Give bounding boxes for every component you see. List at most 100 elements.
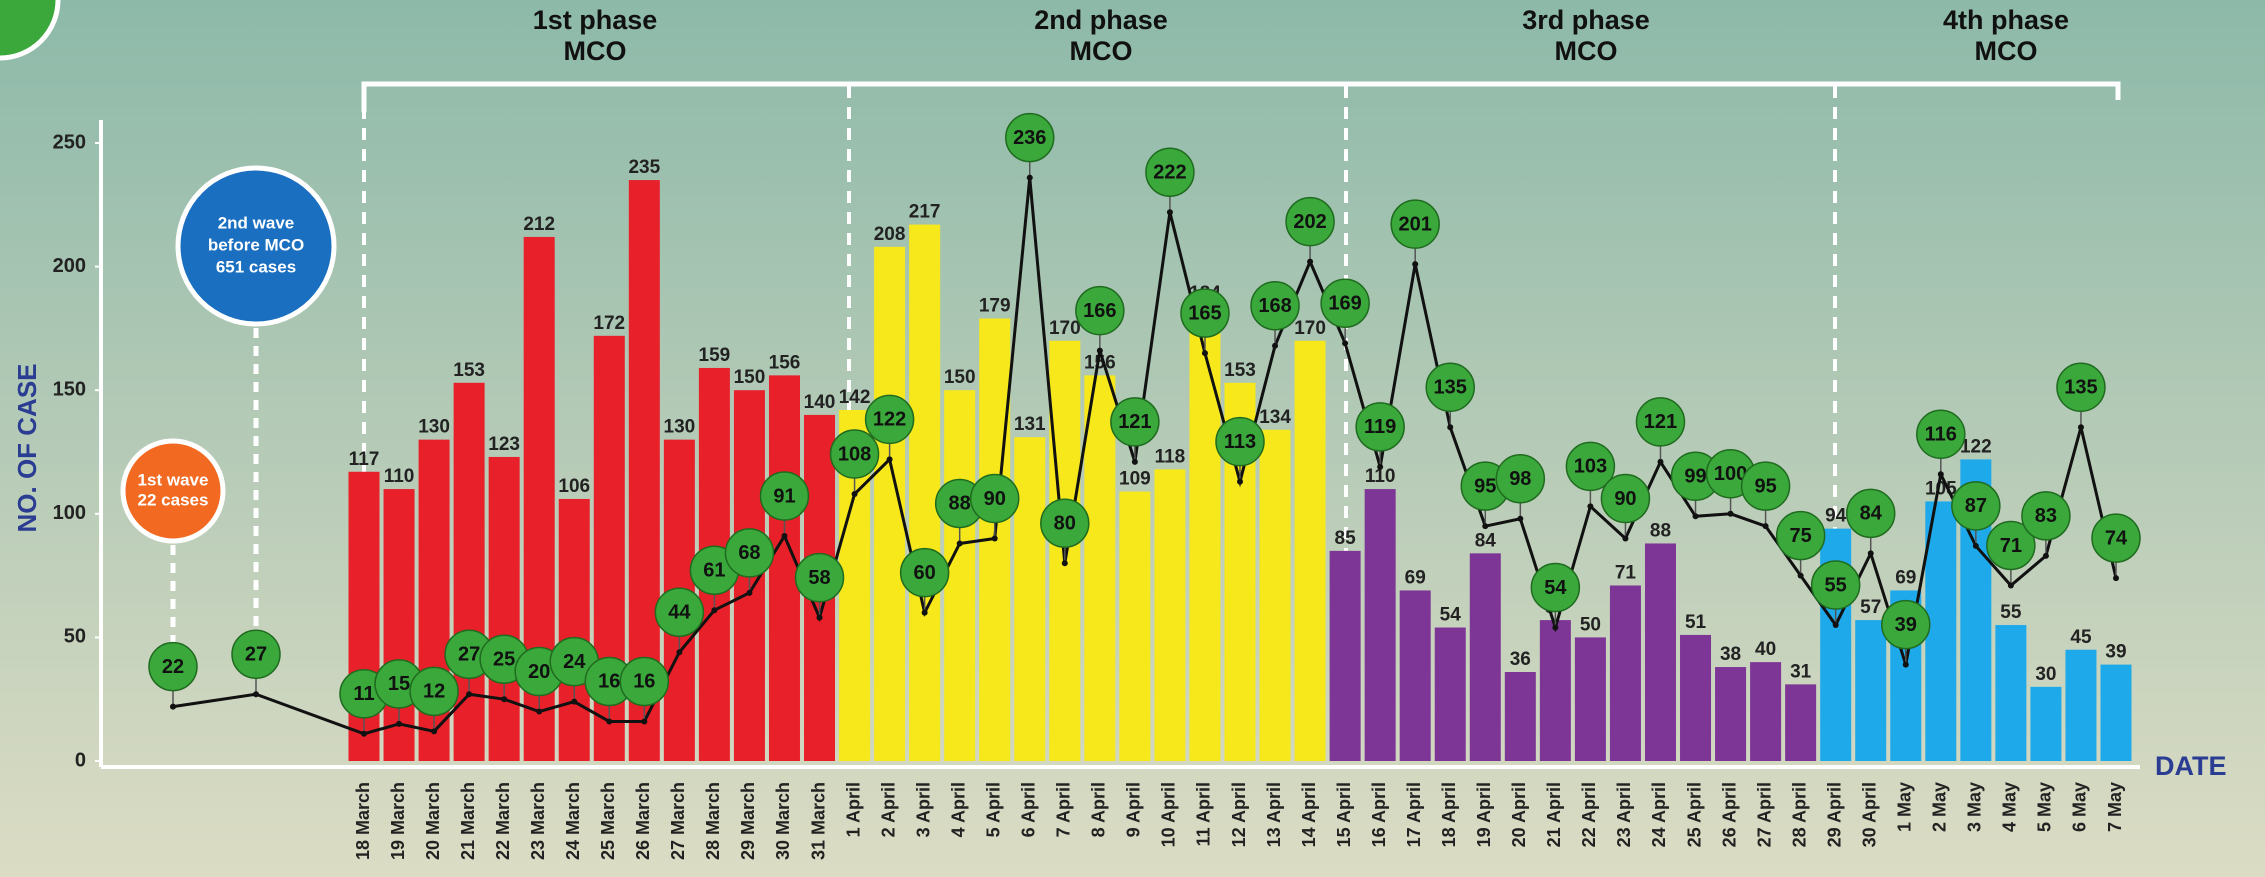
point — [361, 730, 367, 737]
value-bubble — [1005, 112, 1055, 163]
bar — [1925, 501, 1957, 761]
bar-value-label: 106 — [558, 476, 590, 497]
point — [1131, 458, 1138, 465]
x-tick-label: 7 April — [1054, 782, 1074, 837]
point — [886, 456, 893, 463]
bar — [1750, 662, 1782, 761]
phase-title: 4th phase — [1943, 5, 2069, 35]
bar — [1469, 553, 1501, 761]
point — [1061, 560, 1068, 567]
x-tick-label: 28 April — [1789, 782, 1809, 847]
point — [1692, 513, 1699, 520]
line-value-label: 169 — [1328, 293, 1361, 315]
line-value-label: 87 — [1965, 495, 1987, 517]
line-value-label: 27 — [245, 644, 267, 666]
value-bubble — [1916, 409, 1966, 459]
value-bubble — [1810, 560, 1861, 610]
bar-value-label: 131 — [1014, 414, 1046, 435]
x-tick-label: 23 April — [1614, 782, 1634, 847]
bar-value-label: 85 — [1335, 528, 1357, 549]
line-value-label: 90 — [984, 488, 1006, 510]
y-tick-label: 0 — [75, 749, 86, 771]
bar — [488, 456, 520, 761]
value-bubble — [1110, 397, 1160, 447]
x-tick-label: 9 April — [1124, 782, 1144, 837]
bar-value-label: 69 — [1895, 567, 1916, 588]
x-tick-label: 4 April — [948, 782, 968, 837]
bar-value-label: 130 — [664, 417, 696, 438]
bar — [1259, 429, 1291, 761]
value-bubble — [864, 394, 915, 445]
annotation-bubble — [175, 165, 337, 327]
value-bubble — [829, 429, 880, 479]
point — [1972, 542, 1979, 549]
value-bubble — [1145, 147, 1195, 197]
bar — [1399, 590, 1431, 761]
x-tick-label: 3 May — [1965, 782, 1985, 832]
bar — [1119, 491, 1151, 761]
line-value-label: 16 — [633, 671, 655, 693]
line-value-label: 108 — [838, 443, 871, 465]
phase-subtitle: MCO — [1975, 36, 2038, 66]
bar-value-label: 235 — [628, 157, 660, 178]
bar-value-label: 118 — [1155, 446, 1186, 467]
bar — [1644, 543, 1676, 761]
line-value-label: 135 — [2064, 377, 2097, 399]
x-tick-label: 29 March — [738, 782, 758, 860]
bar-value-label: 36 — [1510, 649, 1531, 670]
bar — [2065, 649, 2097, 761]
point — [1237, 478, 1243, 485]
bar — [1609, 585, 1641, 761]
x-tick-label: 5 May — [2035, 782, 2055, 832]
point — [466, 691, 473, 698]
bar-value-label: 55 — [2000, 602, 2022, 623]
value-bubble — [1495, 453, 1546, 504]
value-bubble — [899, 547, 950, 598]
x-tick-label: 24 April — [1649, 782, 1669, 847]
bar-value-label: 153 — [1224, 360, 1256, 381]
bar — [2030, 686, 2062, 761]
bar-value-label: 40 — [1755, 639, 1776, 660]
bar — [1294, 340, 1326, 761]
bar — [558, 498, 590, 761]
line-value-label: 168 — [1258, 295, 1291, 317]
x-tick-label: 18 April — [1439, 782, 1459, 847]
value-bubble — [1951, 481, 2001, 531]
value-bubble — [1390, 199, 1440, 249]
bar-value-label: 217 — [909, 202, 941, 223]
bar — [1084, 375, 1116, 761]
point — [1797, 572, 1804, 579]
bar-value-label: 130 — [418, 417, 450, 438]
x-tick-label: 27 March — [668, 782, 688, 860]
x-tick-label: 22 April — [1579, 782, 1599, 847]
bar-value-label: 170 — [1294, 318, 1326, 339]
bar-value-label: 51 — [1685, 612, 1707, 633]
value-bubble — [1600, 473, 1651, 524]
bar-value-label: 110 — [1365, 466, 1396, 487]
point — [170, 703, 176, 710]
y-axis-label: NO. OF CASE — [12, 363, 42, 532]
line-value-label: 75 — [1790, 525, 1812, 547]
x-tick-label: 25 April — [1684, 782, 1704, 847]
x-tick-label: 31 March — [808, 782, 828, 860]
bar — [1434, 627, 1466, 761]
phase-title: 2nd phase — [1034, 5, 1168, 35]
x-tick-label: 6 April — [1019, 782, 1039, 837]
bar-value-label: 50 — [1580, 614, 1601, 635]
bar-value-label: 140 — [804, 392, 836, 413]
point — [1166, 209, 1173, 216]
bar — [1014, 437, 1046, 761]
value-bubble — [1040, 498, 1090, 548]
line-value-label: 60 — [914, 562, 936, 584]
point — [1902, 661, 1909, 668]
bar-value-label: 123 — [488, 434, 520, 455]
bar — [1715, 667, 1747, 761]
x-tick-label: 24 March — [563, 782, 583, 860]
bar-value-label: 142 — [839, 387, 871, 408]
x-tick-label: 18 March — [353, 782, 373, 860]
x-tick-label: 12 April — [1229, 782, 1249, 847]
bar — [1504, 672, 1536, 761]
value-bubble — [654, 587, 705, 637]
line-value-label: 122 — [873, 409, 906, 431]
value-bubble — [1881, 599, 1931, 650]
